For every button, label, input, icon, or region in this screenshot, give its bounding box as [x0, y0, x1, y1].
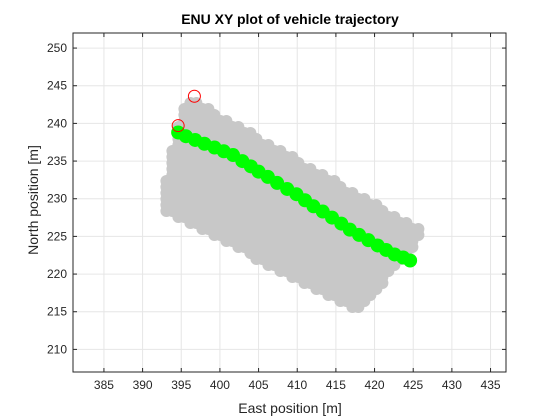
x-tick-label: 425: [403, 378, 423, 392]
y-tick-label: 250: [47, 41, 67, 55]
axes-box: [72, 32, 507, 373]
marker-point: [171, 119, 185, 133]
trajectory-point: [270, 175, 285, 190]
y-tick-label: 215: [47, 305, 67, 319]
y-axis-title: North position [m]: [25, 145, 41, 255]
y-tick-label: 245: [47, 79, 67, 93]
tick-labels: 385 390 395 400 405 410 415 420 425 430 435 210 215 2…: [47, 41, 501, 392]
x-tick-label: 400: [210, 378, 230, 392]
chart-title: ENU XY plot of vehicle trajectory: [181, 11, 399, 27]
marker-point: [187, 89, 201, 103]
tick-marks: [73, 33, 506, 372]
x-tick-label: 435: [481, 378, 501, 392]
trajectory-series: [171, 125, 418, 268]
marker-series: [171, 89, 201, 133]
x-tick-label: 395: [171, 378, 191, 392]
y-tick-label: 220: [47, 267, 67, 281]
y-tick-label: 235: [47, 154, 67, 168]
x-tick-label: 420: [365, 378, 385, 392]
trajectory-point: [403, 253, 418, 268]
x-tick-label: 430: [442, 378, 462, 392]
x-tick-label: 390: [133, 378, 153, 392]
x-tick-label: 415: [326, 378, 346, 392]
region-point: [352, 301, 365, 313]
x-tick-label: 385: [94, 378, 114, 392]
x-tick-label: 410: [287, 378, 307, 392]
y-tick-label: 210: [47, 342, 67, 356]
y-tick-label: 225: [47, 229, 67, 243]
y-tick-label: 240: [47, 116, 67, 130]
y-tick-label: 230: [47, 192, 67, 206]
x-tick-label: 405: [249, 378, 269, 392]
x-axis-title: East position [m]: [238, 400, 342, 416]
